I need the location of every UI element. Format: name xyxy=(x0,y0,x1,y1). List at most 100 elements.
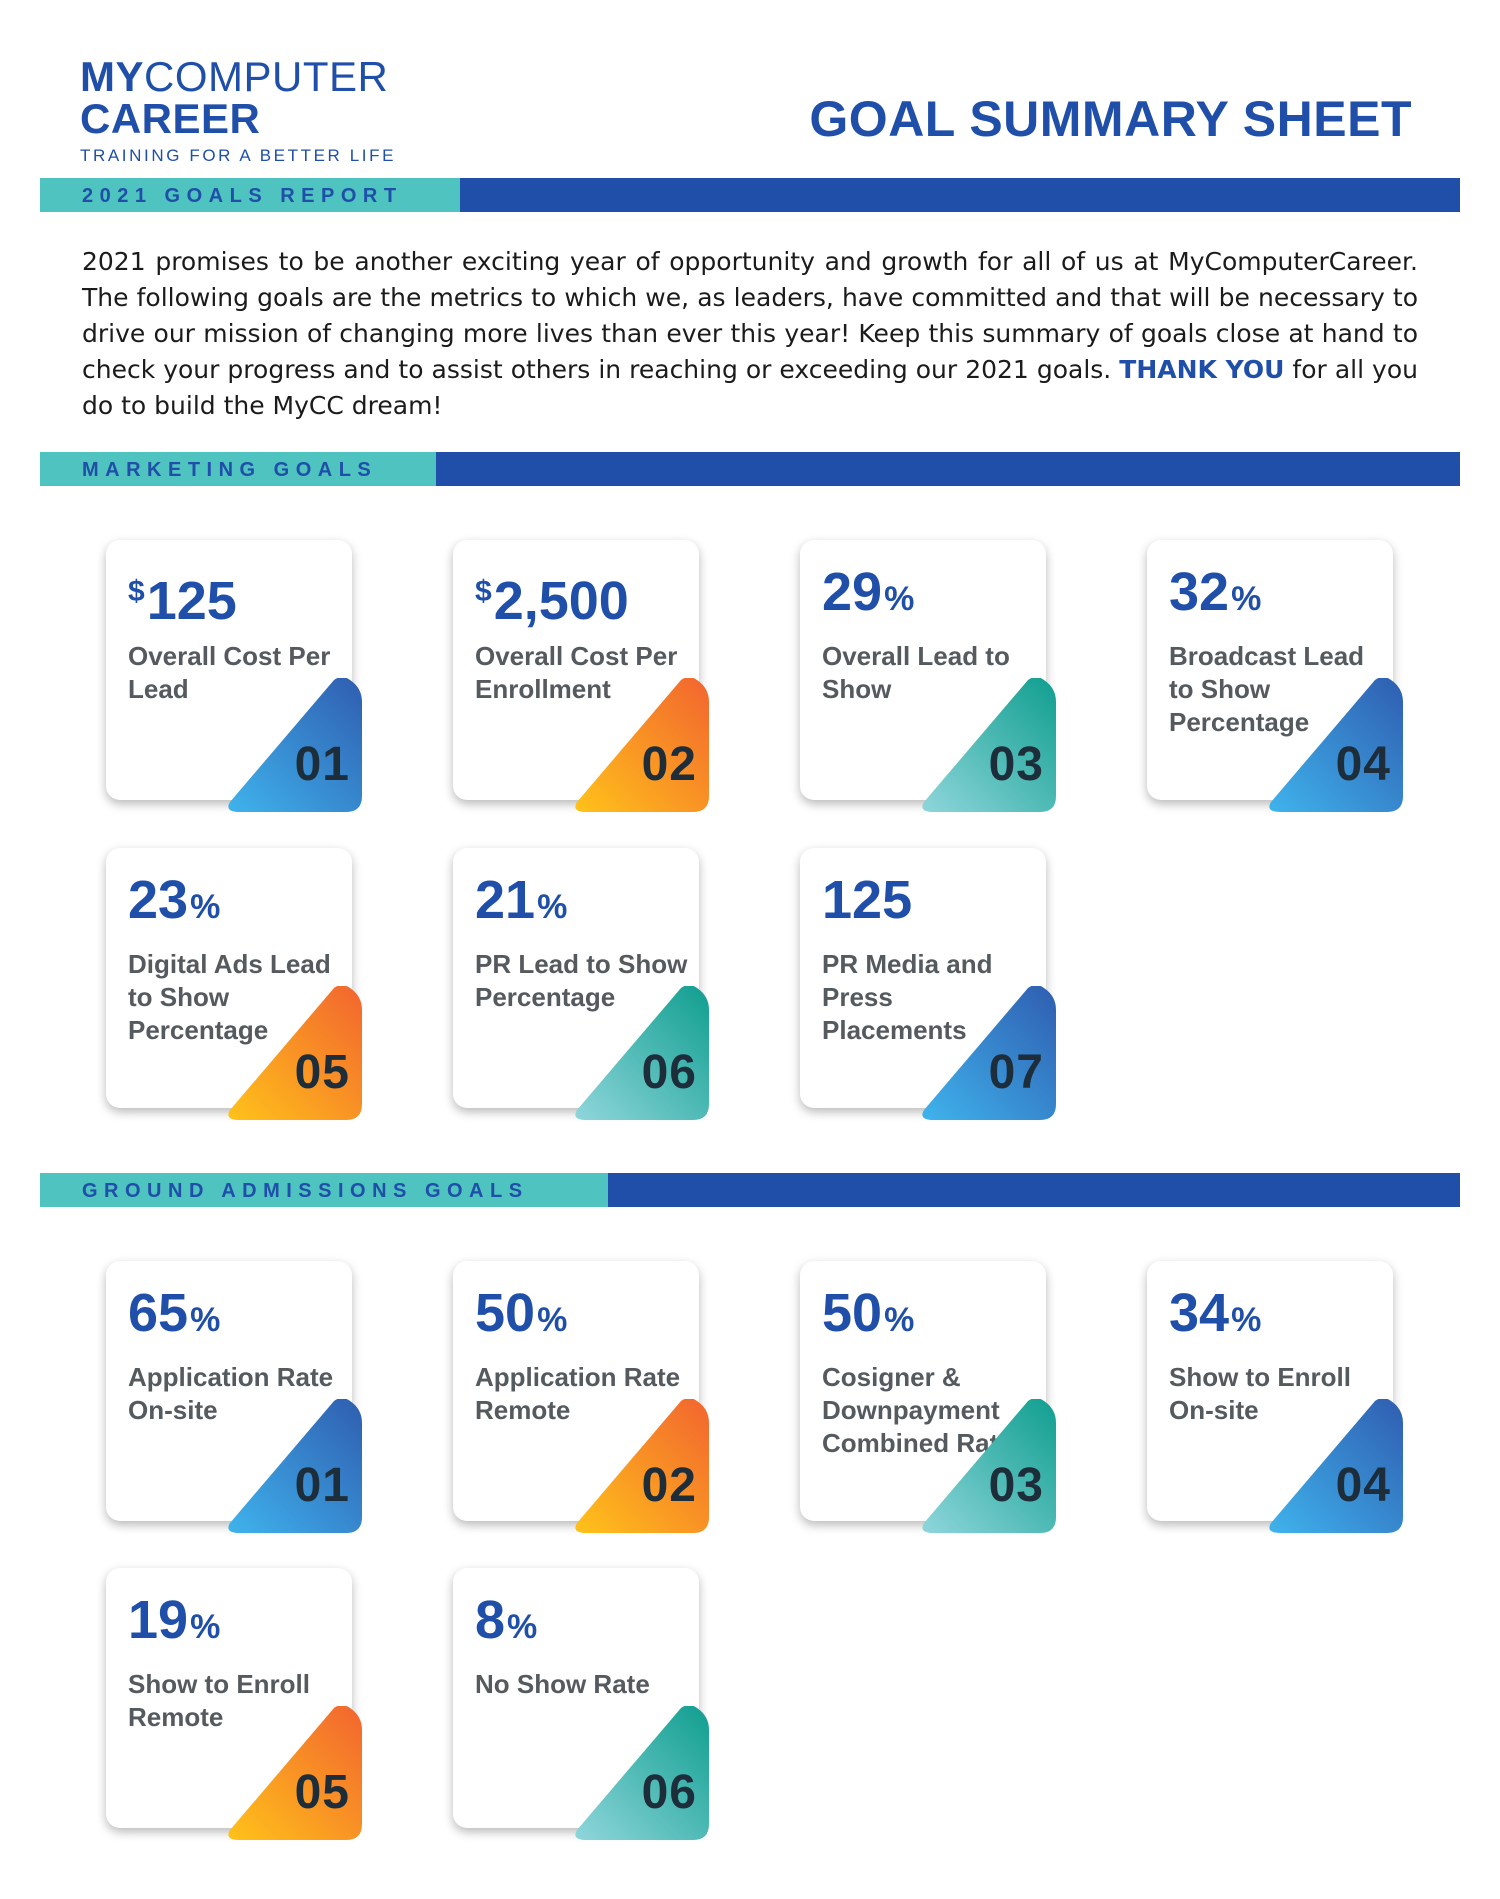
goal-label: Application Rate On-site xyxy=(128,1362,334,1425)
goal-label: Overall Lead to Show xyxy=(822,641,1010,704)
section-title-marketing: MARKETING GOALS xyxy=(82,459,378,481)
intro-paragraph: 2021 promises to be another exciting yea… xyxy=(82,244,1418,424)
goal-index-number: 04 xyxy=(1335,1459,1391,1512)
corner-triangle xyxy=(922,1399,1056,1533)
goal-card: 8% No Show Rate 06 xyxy=(453,1568,709,1840)
goal-value: 29% xyxy=(822,562,914,629)
goal-value: 50% xyxy=(475,1283,567,1350)
goal-index-number: 05 xyxy=(294,1046,350,1099)
goal-card: 50% Cosigner & Downpayment Combined Rate 0… xyxy=(800,1261,1056,1533)
percent-symbol: % xyxy=(884,1301,915,1339)
goal-number-value: 2,500 xyxy=(493,571,629,631)
corner-triangle xyxy=(575,678,709,812)
goal-value: $2,500 xyxy=(475,562,629,631)
goal-index-number: 02 xyxy=(641,738,697,791)
goal-number-value: 125 xyxy=(822,870,913,930)
corner-triangle xyxy=(228,1399,362,1533)
goal-card: 23% Digital Ads Lead to Show Percentage 05 xyxy=(106,848,362,1120)
goal-label: Show to Enroll On-site xyxy=(1169,1362,1351,1425)
goal-card: 19% Show to Enroll Remote 05 xyxy=(106,1568,362,1840)
corner-triangle xyxy=(1269,678,1403,812)
goal-value: 65% xyxy=(128,1283,220,1350)
section-header-report: 2021 GOALS REPORT xyxy=(40,178,1460,212)
percent-symbol: % xyxy=(1231,580,1262,618)
goal-index-number: 01 xyxy=(294,1459,350,1512)
percent-symbol: % xyxy=(190,1608,221,1646)
goal-index-number: 05 xyxy=(294,1766,350,1819)
goal-value: 32% xyxy=(1169,562,1261,629)
goal-card: 32% Broadcast Lead to Show Percentage 04 xyxy=(1147,540,1403,812)
section-title-ground: GROUND ADMISSIONS GOALS xyxy=(82,1180,529,1202)
goal-label: Broadcast Lead to Show Percentage xyxy=(1169,641,1365,737)
goal-card: 50% Application Rate Remote 02 xyxy=(453,1261,709,1533)
goal-number-value: 21 xyxy=(475,870,536,930)
goal-number-value: 23 xyxy=(128,870,189,930)
corner-triangle xyxy=(575,1706,709,1840)
goal-number-value: 50 xyxy=(475,1283,536,1343)
percent-symbol: % xyxy=(537,888,568,926)
goal-index-number: 07 xyxy=(988,1046,1044,1099)
goal-label: No Show Rate xyxy=(475,1669,650,1699)
corner-triangle xyxy=(1269,1399,1403,1533)
goal-number-value: 65 xyxy=(128,1283,189,1343)
logo-word-career: CAREER xyxy=(80,95,261,142)
percent-symbol: % xyxy=(1231,1301,1262,1339)
goal-value: 19% xyxy=(128,1590,220,1657)
percent-symbol: % xyxy=(507,1608,538,1646)
corner-triangle xyxy=(922,986,1056,1120)
corner-triangle xyxy=(228,678,362,812)
currency-symbol: $ xyxy=(128,575,145,608)
goal-label: PR Media and Press Placements xyxy=(822,949,993,1045)
goal-value: 23% xyxy=(128,870,220,937)
goal-label: PR Lead to Show Percentage xyxy=(475,949,688,1012)
goal-number-value: 8 xyxy=(475,1590,506,1650)
goal-value: 34% xyxy=(1169,1283,1261,1350)
goal-value: $125 xyxy=(128,562,237,631)
page-title: GOAL SUMMARY SHEET xyxy=(809,91,1412,147)
intro-highlight: THANK YOU xyxy=(1119,355,1285,384)
goal-index-number: 01 xyxy=(294,738,350,791)
goal-number-value: 34 xyxy=(1169,1283,1230,1343)
percent-symbol: % xyxy=(190,1301,221,1339)
percent-symbol: % xyxy=(190,888,221,926)
intro-closing: for all you do to build the MyCC dream! xyxy=(82,355,1418,420)
goal-index-number: 02 xyxy=(641,1459,697,1512)
section-title-report: 2021 GOALS REPORT xyxy=(82,185,403,207)
goal-number-value: 125 xyxy=(146,571,237,631)
corner-triangle xyxy=(228,1706,362,1840)
logo-tagline: TRAINING FOR A BETTER LIFE xyxy=(80,146,397,165)
goal-number-value: 29 xyxy=(822,562,883,622)
goal-label: Overall Cost Per Enrollment xyxy=(475,641,678,704)
goal-card: 65% Application Rate On-site 01 xyxy=(106,1261,362,1533)
goal-number-value: 19 xyxy=(128,1590,189,1650)
goal-label: Cosigner & Downpayment Combined Rate xyxy=(822,1362,1013,1458)
goal-index-number: 06 xyxy=(641,1046,697,1099)
section-header-ground: GROUND ADMISSIONS GOALS xyxy=(40,1173,1460,1207)
percent-symbol: % xyxy=(537,1301,568,1339)
goal-card: $125 Overall Cost Per Lead 01 xyxy=(106,540,362,812)
goal-label: Overall Cost Per Lead xyxy=(128,641,331,704)
goal-index-number: 03 xyxy=(988,1459,1044,1512)
corner-triangle xyxy=(228,986,362,1120)
percent-symbol: % xyxy=(884,580,915,618)
goal-number-value: 32 xyxy=(1169,562,1230,622)
goal-index-number: 03 xyxy=(988,738,1044,791)
logo-word-computer: COMPUTER xyxy=(144,53,389,100)
company-logo: MYCOMPUTER CAREER TRAINING FOR A BETTER … xyxy=(80,56,396,166)
goal-value: 125 xyxy=(822,870,912,930)
intro-text: 2021 promises to be another exciting yea… xyxy=(82,247,1418,384)
corner-triangle xyxy=(575,1399,709,1533)
goal-value: 8% xyxy=(475,1590,537,1657)
goal-card: 34% Show to Enroll On-site 04 xyxy=(1147,1261,1403,1533)
goal-label: Show to Enroll Remote xyxy=(128,1669,310,1732)
goal-value: 21% xyxy=(475,870,567,937)
goal-card: 21% PR Lead to Show Percentage 06 xyxy=(453,848,709,1120)
goal-index-number: 06 xyxy=(641,1766,697,1819)
goal-card: 29% Overall Lead to Show 03 xyxy=(800,540,1056,812)
goal-card: $2,500 Overall Cost Per Enrollment 02 xyxy=(453,540,709,812)
goal-label: Digital Ads Lead to Show Percentage xyxy=(128,949,331,1045)
goal-number-value: 50 xyxy=(822,1283,883,1343)
goal-value: 50% xyxy=(822,1283,914,1350)
goal-card: 125 PR Media and Press Placements 07 xyxy=(800,848,1056,1120)
corner-triangle xyxy=(922,678,1056,812)
